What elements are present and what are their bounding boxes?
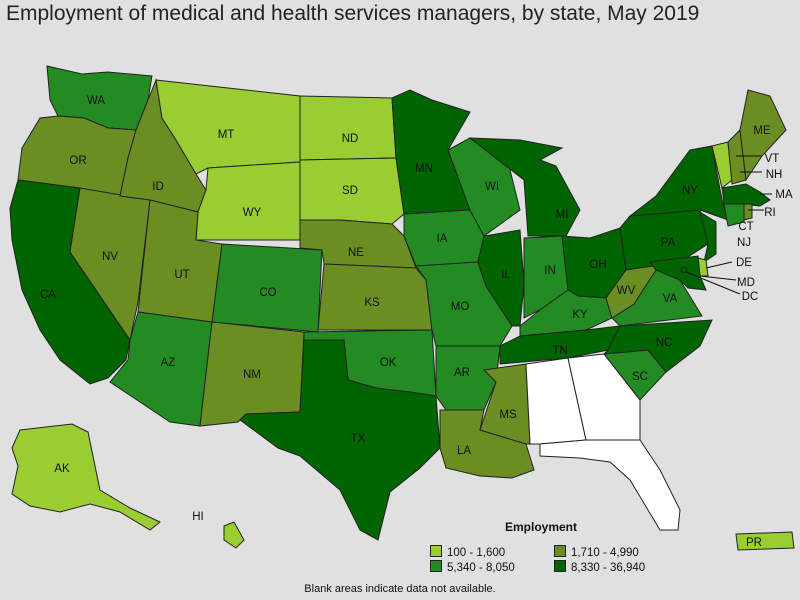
state-il[interactable] — [477, 229, 525, 327]
state-label-ri: RI — [764, 207, 776, 219]
state-label-in: IN — [544, 265, 556, 277]
state-dc[interactable] — [680, 266, 688, 274]
state-label-co: CO — [259, 287, 276, 299]
state-label-ut: UT — [174, 269, 189, 281]
state-label-de: DE — [736, 257, 752, 269]
state-ri[interactable] — [743, 203, 753, 221]
state-label-oh: OH — [589, 259, 606, 271]
state-label-mt: MT — [218, 129, 235, 141]
state-ak[interactable] — [11, 423, 161, 531]
state-label-wv: WV — [617, 285, 636, 297]
state-label-ia: IA — [437, 233, 448, 245]
state-label-az: AZ — [161, 357, 176, 369]
state-label-nh: NH — [766, 169, 783, 181]
state-label-tx: TX — [351, 433, 366, 445]
state-label-tn: TN — [552, 345, 567, 357]
state-label-me: ME — [753, 125, 771, 137]
legend-title: Employment — [505, 520, 578, 534]
state-label-pa: PA — [661, 237, 676, 249]
state-labels: WA OR CA NV ID MT WY UT AZ CO NM ND SD N… — [40, 95, 793, 549]
state-nc[interactable] — [602, 319, 713, 373]
state-label-nd: ND — [342, 133, 359, 145]
legend-swatch — [430, 545, 442, 557]
state-label-sc: SC — [632, 371, 648, 383]
legend-item: 1,710 - 4,990 — [554, 545, 639, 559]
legend-item: 5,340 - 8,050 — [430, 560, 515, 574]
state-label-id: ID — [152, 181, 164, 193]
state-label-la: LA — [457, 445, 471, 457]
state-label-ne: NE — [348, 247, 364, 259]
state-label-wa: WA — [87, 95, 105, 107]
state-label-ct: CT — [738, 221, 753, 233]
state-label-or: OR — [69, 155, 86, 167]
state-label-il: IL — [501, 269, 511, 281]
legend-label: 100 - 1,600 — [447, 547, 506, 559]
state-md[interactable] — [649, 255, 707, 291]
state-nj[interactable] — [699, 210, 717, 264]
state-label-wi: WI — [485, 181, 499, 193]
legend-label: 1,710 - 4,990 — [571, 547, 639, 559]
state-label-nj: NJ — [737, 237, 751, 249]
state-label-dc: DC — [742, 291, 759, 303]
state-tx[interactable] — [239, 339, 441, 541]
state-label-sd: SD — [342, 185, 358, 197]
state-label-ak: AK — [54, 463, 70, 475]
leader-lines — [685, 155, 772, 295]
legend-item: 8,330 - 36,940 — [554, 560, 645, 574]
state-ct[interactable] — [723, 203, 745, 227]
state-label-ms: MS — [499, 409, 517, 421]
state-label-ny: NY — [682, 185, 698, 197]
state-label-ar: AR — [454, 367, 470, 379]
page-title: Employment of medical and health service… — [6, 2, 700, 25]
state-label-nc: NC — [656, 337, 673, 349]
state-label-ky: KY — [572, 309, 588, 321]
legend-label: 8,330 - 36,940 — [571, 562, 646, 574]
legend-swatch — [554, 560, 566, 572]
state-label-nm: NM — [243, 369, 261, 381]
state-label-ca: CA — [40, 289, 56, 301]
state-label-ok: OK — [380, 357, 397, 369]
state-pr[interactable] — [735, 531, 795, 551]
state-ny[interactable] — [628, 145, 729, 221]
state-label-pr: PR — [746, 537, 762, 549]
legend-swatch — [554, 545, 566, 557]
footnote: Blank areas indicate data not available. — [304, 583, 496, 595]
state-ma[interactable] — [721, 183, 771, 207]
state-label-ks: KS — [364, 297, 380, 309]
state-nd[interactable] — [299, 95, 397, 161]
state-label-hi: HI — [192, 511, 204, 523]
legend-label: 5,340 - 8,050 — [447, 562, 515, 574]
state-mi[interactable] — [468, 137, 581, 237]
state-label-md: MD — [737, 277, 755, 289]
state-label-wy: WY — [243, 207, 262, 219]
state-label-mn: MN — [415, 163, 433, 175]
state-wy[interactable] — [195, 161, 301, 241]
state-label-vt: VT — [765, 153, 780, 165]
state-hi[interactable] — [223, 521, 245, 549]
legend-swatch — [430, 560, 442, 572]
state-label-va: VA — [663, 293, 678, 305]
state-la[interactable] — [439, 409, 535, 479]
state-label-nv: NV — [102, 251, 118, 263]
state-fl[interactable] — [539, 439, 681, 531]
state-label-mi: MI — [556, 209, 569, 221]
state-ga[interactable] — [567, 353, 641, 441]
state-me[interactable] — [739, 89, 787, 182]
state-label-mo: MO — [451, 301, 470, 313]
state-label-ma: MA — [775, 189, 793, 201]
legend-item: 100 - 1,600 — [430, 545, 505, 559]
